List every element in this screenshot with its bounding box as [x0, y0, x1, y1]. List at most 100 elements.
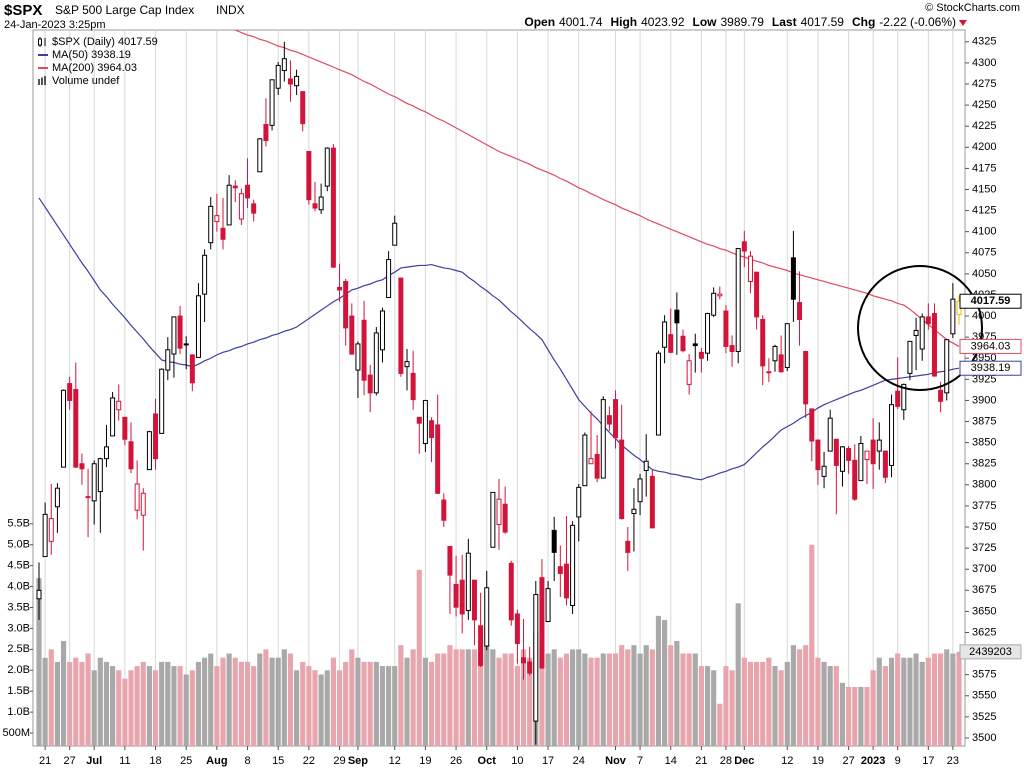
y-tick-label: 4250 — [972, 99, 996, 111]
volume-bar — [784, 661, 790, 746]
volume-bar — [766, 657, 772, 746]
volume-bar — [944, 649, 950, 746]
candle-body — [416, 416, 422, 424]
volume-bar — [711, 670, 717, 746]
x-tick-label: 8 — [244, 755, 250, 767]
candle-body — [797, 302, 803, 320]
candle-body — [257, 138, 263, 173]
y2-tick-label: 4.5B — [7, 560, 30, 572]
candle-body — [318, 196, 324, 211]
x-tick-label: 12 — [389, 755, 401, 767]
candle-body — [42, 513, 48, 558]
volume-bar — [361, 661, 367, 746]
candle-body — [778, 354, 784, 373]
candle-body — [821, 465, 827, 477]
candle-body — [392, 222, 398, 246]
y2-tick-label: 500M — [2, 727, 30, 739]
candle-body — [864, 450, 870, 461]
candle-body — [85, 496, 91, 499]
candle-body — [67, 383, 73, 401]
volume-bar — [864, 686, 870, 746]
candle-body — [711, 292, 717, 316]
candle-body — [846, 448, 852, 461]
moving-average-line — [233, 30, 960, 347]
volume-bar — [398, 645, 404, 746]
volume-bar — [226, 653, 232, 746]
candle-body — [919, 316, 925, 350]
volume-bar — [324, 670, 330, 746]
volume-bar — [251, 666, 257, 746]
volume-bar — [287, 653, 294, 746]
x-tick-label: Dec — [734, 755, 754, 767]
candle-body — [36, 589, 42, 600]
y-tick-label: 3825 — [972, 458, 996, 470]
candle-body — [496, 498, 502, 525]
x-tick-label: 21 — [695, 755, 707, 767]
candle-body — [429, 420, 435, 439]
volume-bar — [220, 657, 226, 746]
y-tick-label: 3750 — [972, 521, 996, 533]
candle-body — [343, 280, 349, 329]
candle-body — [251, 203, 257, 214]
volume-bar — [79, 661, 85, 746]
volume-bar — [146, 666, 152, 746]
volume-bar — [349, 649, 355, 746]
candle-body — [48, 518, 54, 542]
candle-body — [594, 453, 600, 479]
volume-bar — [496, 657, 502, 746]
volume-bar — [882, 666, 888, 746]
candle-body — [422, 399, 428, 444]
y-tick-label: 3775 — [972, 500, 996, 512]
candle-body — [803, 351, 809, 405]
value-tag-label: 3938.19 — [971, 362, 1011, 374]
candle-body — [153, 413, 159, 460]
candle-body — [79, 463, 85, 470]
volume-bar — [355, 657, 361, 746]
candle-body — [300, 91, 306, 125]
volume-bar — [778, 670, 784, 746]
candle-body — [625, 540, 631, 553]
quote-value: 3989.79 — [721, 15, 765, 29]
volume-bar — [514, 666, 520, 746]
candle-body — [465, 552, 471, 612]
volume-bar — [821, 661, 827, 746]
volume-bar — [557, 657, 563, 746]
y-tick-label: 4175 — [972, 162, 996, 174]
quote-label: Last — [772, 15, 797, 29]
candle-body — [895, 390, 901, 407]
candle-body — [183, 343, 189, 346]
y-tick-label: 3550 — [972, 690, 996, 702]
candle-body — [54, 487, 60, 508]
candle-body — [754, 271, 760, 318]
candle-body — [140, 492, 146, 516]
candle-body — [551, 529, 557, 553]
y2-tick-label: 4.0B — [7, 580, 30, 592]
volume-bar — [330, 657, 336, 746]
volume-bar — [140, 661, 146, 746]
volume-bar — [631, 645, 637, 746]
candle-body — [97, 458, 103, 493]
x-tick-label: 29 — [333, 755, 345, 767]
candle-body — [471, 579, 477, 621]
candle-body — [312, 203, 318, 209]
volume-bar — [809, 544, 815, 746]
y2-tick-label: 5.5B — [7, 518, 30, 530]
y2-tick-label: 5.0B — [7, 539, 30, 551]
volume-bar — [202, 657, 208, 746]
candle-body — [870, 439, 876, 465]
x-tick-label: 17 — [542, 755, 554, 767]
volume-bar — [839, 682, 846, 746]
candle-body — [220, 227, 226, 240]
volume-bar — [281, 649, 287, 746]
candle-body — [613, 399, 619, 439]
candle-body — [539, 577, 545, 669]
candle-body — [195, 295, 201, 358]
volume-bar — [790, 645, 796, 746]
volume-bar — [36, 578, 42, 746]
volume-bar — [576, 649, 582, 746]
x-tick-label: 14 — [665, 755, 677, 767]
candle-body — [410, 372, 416, 401]
quote-value: 4023.92 — [641, 15, 685, 29]
